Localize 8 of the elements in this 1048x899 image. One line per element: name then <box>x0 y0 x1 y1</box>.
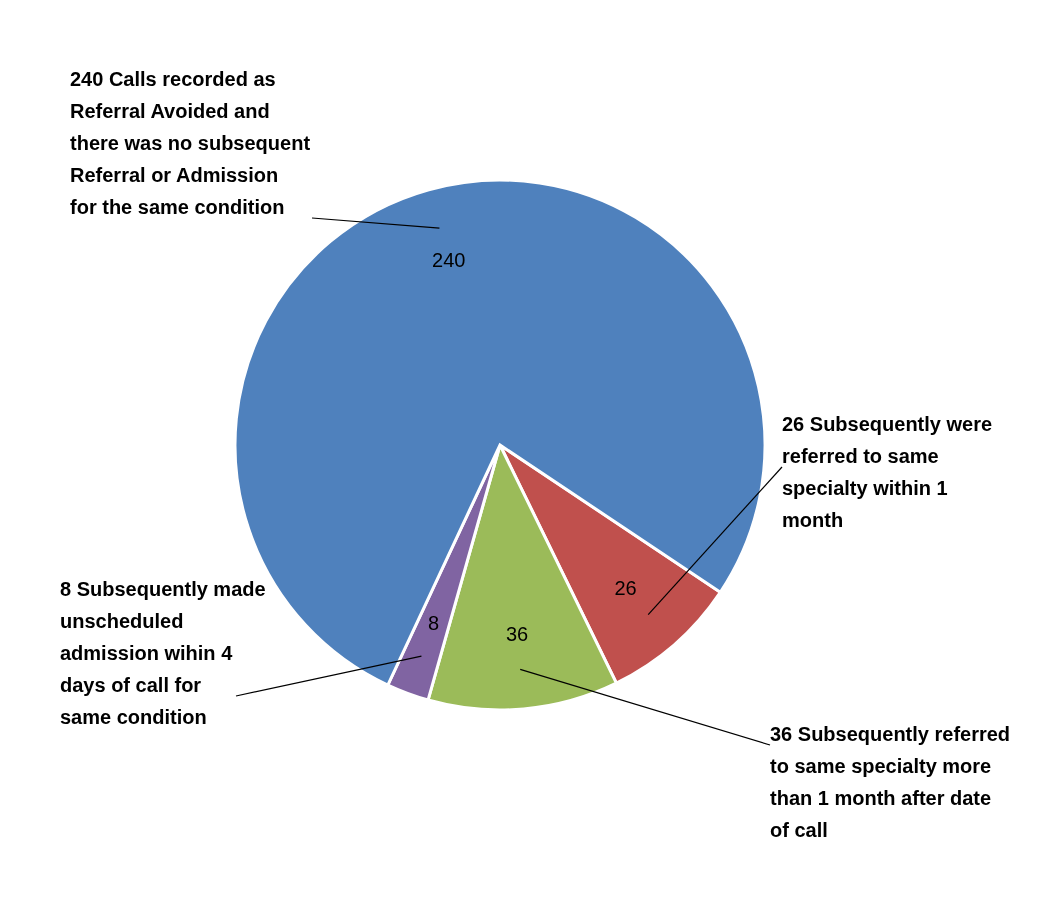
slice-label: 8 Subsequently made unscheduled admission wihin 4 days of call for same condition <box>60 578 266 728</box>
slice-label: 36 Subsequently referred to same specialty more than 1 month after date of call <box>770 723 1011 841</box>
slice-label: 26 Subsequently were referred to same specialty within 1 month <box>782 413 993 531</box>
slice-label: 240 Calls recorded as Referral Avoided and there was no subsequent Referral or Admission for the same condition <box>70 68 311 218</box>
data-label: 26 <box>614 576 637 599</box>
data-label: 240 <box>432 249 466 272</box>
data-label: 36 <box>505 623 529 646</box>
data-label: 8 <box>427 611 440 634</box>
